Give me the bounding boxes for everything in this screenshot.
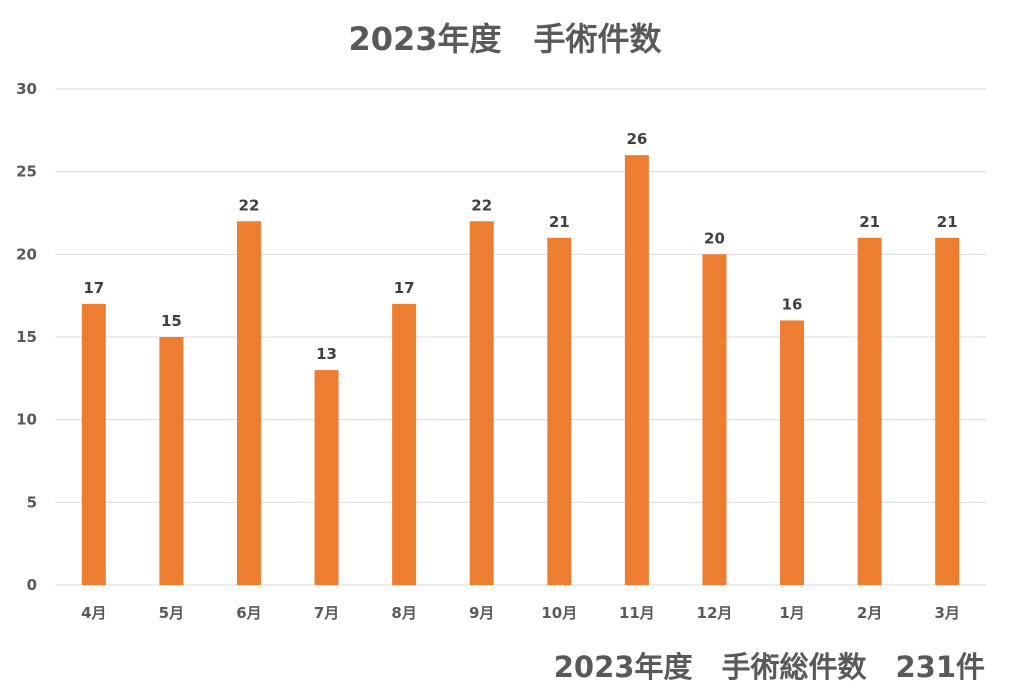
y-tick-label: 20 — [16, 245, 37, 263]
data-label-1月: 16 — [782, 295, 803, 313]
bar-3月 — [935, 237, 960, 586]
data-label-11月: 26 — [626, 130, 647, 148]
total-surgeries-note: 2023年度 手術総件数 231件 — [553, 650, 985, 684]
data-label-4月: 17 — [83, 279, 104, 297]
x-tick-label: 1月 — [779, 604, 804, 622]
bar-2月 — [857, 237, 882, 586]
data-label-8月: 17 — [394, 279, 415, 297]
bar-9月 — [469, 221, 494, 585]
bar-11月 — [624, 155, 649, 585]
bar-10月 — [547, 237, 572, 586]
x-tick-label: 5月 — [159, 604, 184, 622]
data-labels: 17 15 22 13 17 22 21 26 20 16 21 21 — [83, 130, 957, 363]
x-axis-ticks: 4月 5月 6月 7月 8月 9月 10月 11月 12月 1月 2月 3月 — [81, 604, 960, 622]
y-tick-label: 30 — [16, 80, 37, 98]
bar-1月 — [780, 320, 805, 585]
bar-6月 — [236, 221, 261, 585]
bar-8月 — [392, 303, 417, 585]
bar-5月 — [159, 337, 184, 585]
chart-title: 2023年度 手術件数 — [348, 20, 662, 58]
x-tick-label: 6月 — [236, 604, 261, 622]
gridlines — [55, 88, 986, 586]
x-tick-label: 10月 — [541, 604, 577, 622]
x-tick-label: 9月 — [469, 604, 494, 622]
data-label-5月: 15 — [161, 312, 182, 330]
x-tick-label: 3月 — [934, 604, 959, 622]
y-tick-label: 15 — [16, 328, 37, 346]
y-axis-ticks: 0 5 10 15 20 25 30 — [16, 80, 37, 594]
x-tick-label: 4月 — [81, 604, 106, 622]
data-label-10月: 21 — [549, 213, 570, 231]
data-label-3月: 21 — [937, 213, 958, 231]
x-tick-label: 2月 — [857, 604, 882, 622]
x-tick-label: 12月 — [697, 604, 733, 622]
y-tick-label: 10 — [16, 411, 37, 429]
bar-4月 — [81, 303, 106, 585]
bar-12月 — [702, 254, 727, 586]
y-tick-label: 25 — [16, 163, 37, 181]
y-tick-label: 5 — [27, 493, 37, 511]
x-tick-label: 7月 — [314, 604, 339, 622]
y-tick-label: 0 — [27, 576, 37, 594]
data-label-9月: 22 — [471, 196, 492, 214]
x-tick-label: 8月 — [391, 604, 416, 622]
bar-7月 — [314, 370, 339, 585]
bars — [81, 155, 960, 586]
data-label-12月: 20 — [704, 229, 725, 247]
data-label-2月: 21 — [859, 213, 880, 231]
x-tick-label: 11月 — [619, 604, 655, 622]
data-label-6月: 22 — [239, 196, 260, 214]
data-label-7月: 13 — [316, 345, 337, 363]
bar-chart: 0 5 10 15 20 25 30 17 15 22 13 17 22 21 26 20 16 21 21 4月… — [16, 80, 986, 622]
